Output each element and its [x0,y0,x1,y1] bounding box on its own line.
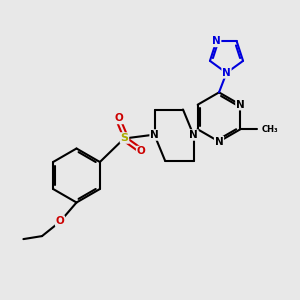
Text: O: O [115,113,124,124]
Text: N: N [212,36,220,46]
Text: CH₃: CH₃ [262,125,278,134]
Text: O: O [136,146,146,157]
Text: S: S [121,133,128,143]
Text: N: N [150,130,159,140]
Text: N: N [222,68,231,78]
Text: N: N [189,130,198,140]
Text: N: N [214,136,224,147]
Text: O: O [56,216,64,226]
Text: N: N [236,100,245,110]
